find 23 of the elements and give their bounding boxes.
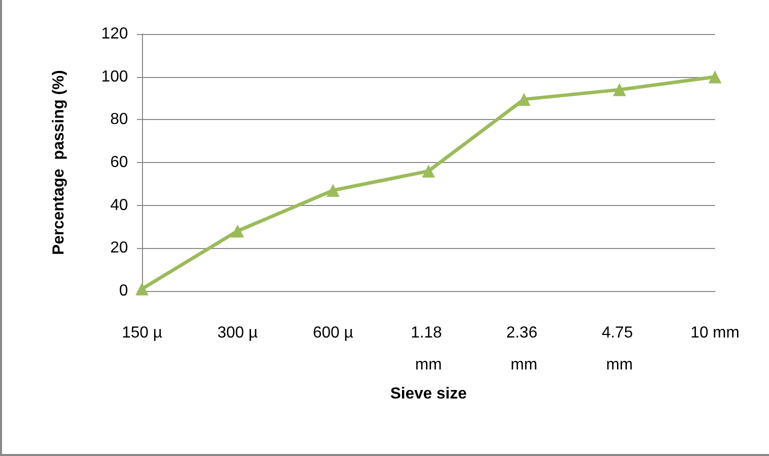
x-axis-title: Sieve size (390, 385, 467, 402)
y-tick-label: 0 (119, 282, 128, 300)
point (231, 224, 244, 238)
y-tick-label: 20 (110, 240, 128, 257)
y-tick-label: 120 (101, 26, 128, 42)
x-tick-label: 10 mm (690, 324, 740, 342)
point (518, 92, 530, 106)
x-tick-label: 4.75 mm (602, 324, 638, 374)
x-tick-label: 300 µ (217, 324, 258, 342)
x-tick-label: 2.36 mm (506, 324, 542, 374)
point (136, 282, 148, 296)
x-tick-label: 600 µ (312, 324, 354, 342)
x-tick-label: 150 µ (122, 324, 162, 342)
y-tick-label: 40 (110, 196, 128, 214)
y-tick-label: 80 (110, 111, 128, 128)
point (613, 83, 626, 96)
x-tick-label: 1.18 mm (410, 324, 446, 374)
y-tick-label: 100 (101, 68, 128, 86)
point (708, 70, 722, 84)
point (326, 184, 340, 197)
y-axis-title: Percentage passing (%) (50, 70, 68, 255)
point (422, 164, 435, 178)
y-tick-label: 60 (110, 154, 128, 171)
